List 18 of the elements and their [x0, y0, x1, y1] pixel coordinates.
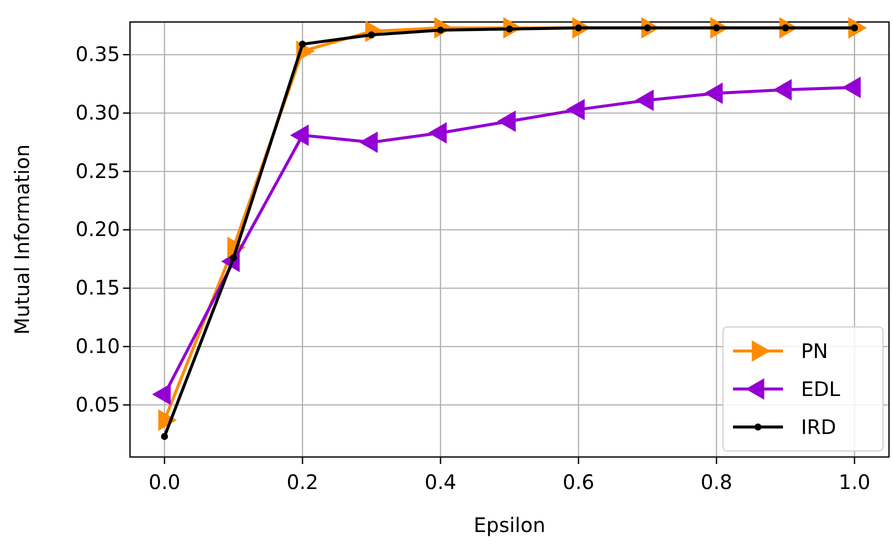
- y-tick-label: 0.35: [75, 42, 120, 66]
- y-tick-label: 0.05: [75, 392, 120, 416]
- x-tick-label: 0.8: [700, 470, 732, 494]
- x-tick-label: 0.6: [562, 470, 594, 494]
- x-tick-label: 1.0: [838, 470, 870, 494]
- x-axis-title: Epsilon: [474, 513, 546, 537]
- x-tick-label: 0.0: [148, 470, 180, 494]
- y-tick-label: 0.20: [75, 217, 120, 242]
- x-tick-label: 0.2: [286, 470, 318, 494]
- y-axis-title: Mutual Information: [10, 144, 34, 335]
- x-tick-label: 0.4: [424, 470, 456, 494]
- y-tick-label: 0.15: [75, 276, 120, 300]
- y-tick-label: 0.10: [75, 334, 120, 358]
- legend-label: IRD: [801, 415, 836, 439]
- legend-label: PN: [801, 339, 828, 363]
- y-tick-label: 0.25: [75, 158, 120, 183]
- legend-label: EDL: [801, 377, 842, 401]
- y-tick-label: 0.30: [75, 100, 120, 124]
